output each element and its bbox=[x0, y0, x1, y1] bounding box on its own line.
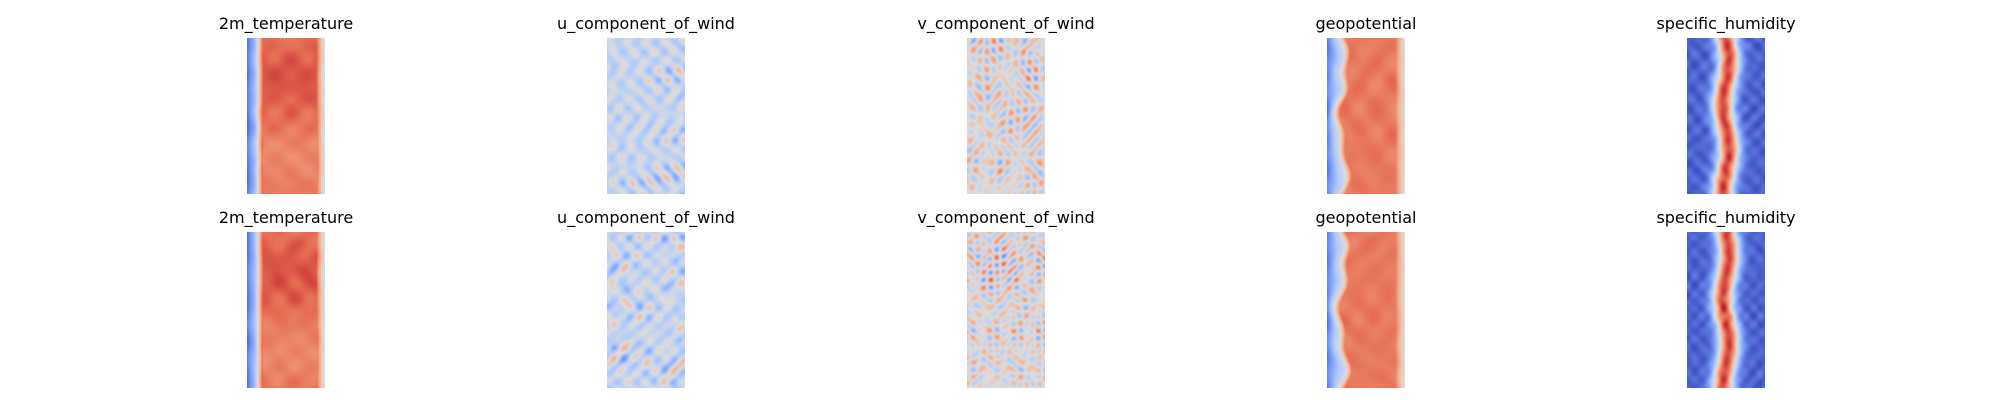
heatmap-specific-humidity bbox=[1687, 232, 1765, 388]
panel-title: u_component_of_wind bbox=[557, 14, 735, 33]
panel-title: specific_humidity bbox=[1656, 14, 1796, 33]
panel-title: geopotential bbox=[1315, 14, 1417, 33]
heatmap-u-component-of-wind bbox=[607, 38, 685, 194]
panel-title: geopotential bbox=[1315, 208, 1417, 227]
panel-title: u_component_of_wind bbox=[557, 208, 735, 227]
heatmap-u-component-of-wind bbox=[607, 232, 685, 388]
heatmap-2m-temperature bbox=[247, 38, 325, 194]
panel-title: v_component_of_wind bbox=[917, 208, 1095, 227]
panel-title: specific_humidity bbox=[1656, 208, 1796, 227]
heatmap-2m-temperature bbox=[247, 232, 325, 388]
panel-title: v_component_of_wind bbox=[917, 14, 1095, 33]
heatmap-v-component-of-wind bbox=[967, 38, 1045, 194]
heatmap-geopotential bbox=[1327, 232, 1405, 388]
heatmap-v-component-of-wind bbox=[967, 232, 1045, 388]
heatmap-specific-humidity bbox=[1687, 38, 1765, 194]
heatmap-geopotential bbox=[1327, 38, 1405, 194]
panel-title: 2m_temperature bbox=[218, 208, 354, 227]
panel-title: 2m_temperature bbox=[218, 14, 354, 33]
